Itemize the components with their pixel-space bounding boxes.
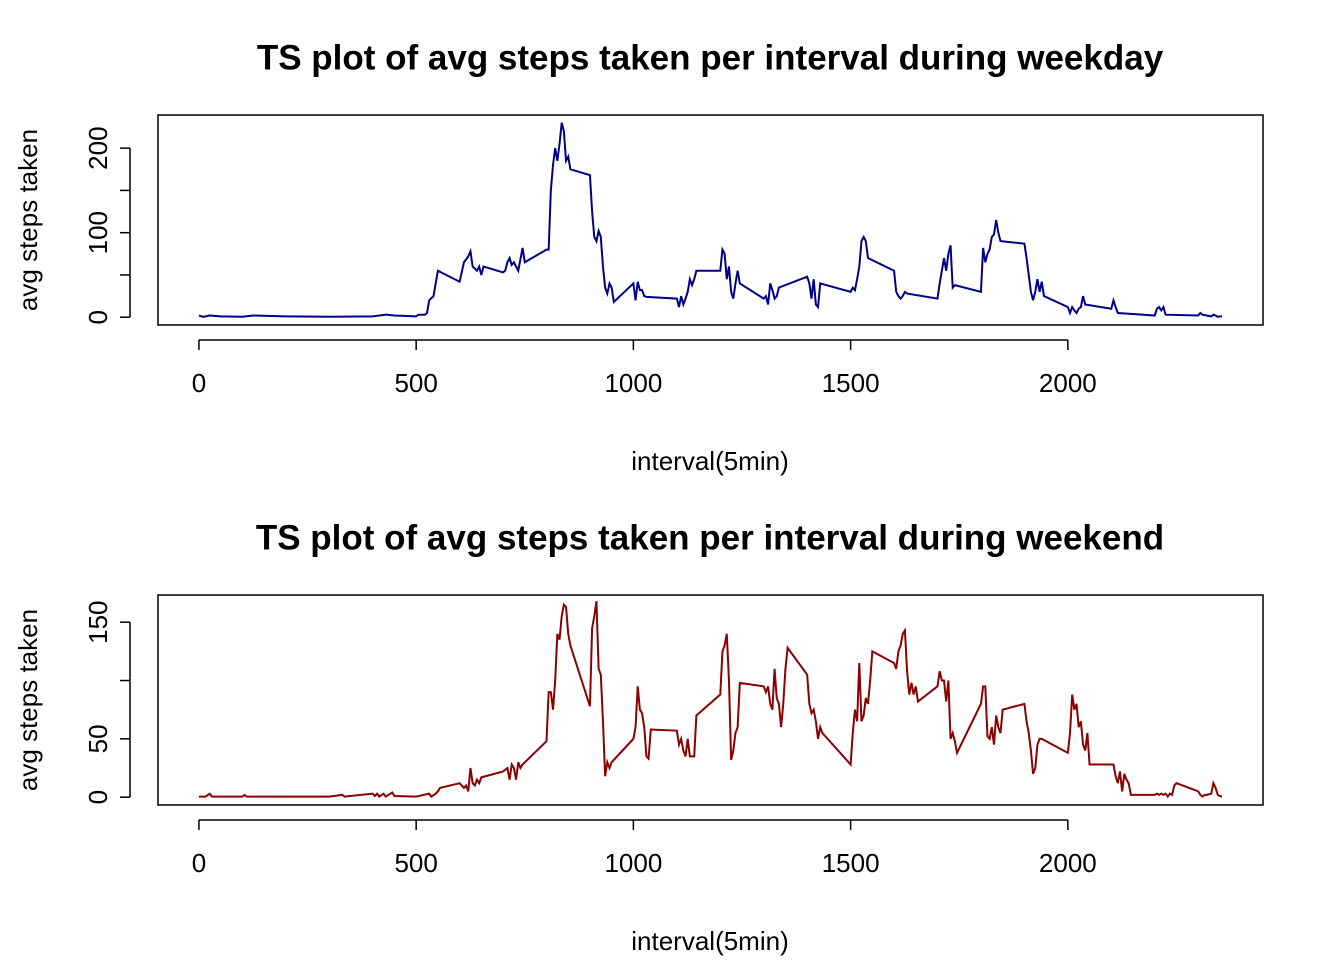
plot-frame bbox=[157, 594, 1264, 806]
chart-title: TS plot of avg steps taken per interval … bbox=[257, 38, 1164, 77]
x-tick-label: 0 bbox=[192, 368, 206, 398]
y-tick-label: 0 bbox=[83, 310, 113, 324]
data-line bbox=[198, 122, 1223, 318]
y-tick-label: 150 bbox=[83, 600, 113, 643]
x-tick-label: 500 bbox=[394, 368, 437, 398]
x-axis-label: interval(5min) bbox=[631, 926, 789, 956]
y-axis-label: avg steps taken bbox=[13, 129, 43, 311]
x-tick-label: 0 bbox=[192, 848, 206, 878]
x-tick-label: 1500 bbox=[822, 368, 880, 398]
y-tick-label: 200 bbox=[83, 126, 113, 169]
x-tick-label: 1000 bbox=[604, 848, 662, 878]
x-tick-label: 1500 bbox=[822, 848, 880, 878]
x-tick-label: 2000 bbox=[1039, 848, 1097, 878]
x-axis-label: interval(5min) bbox=[631, 446, 789, 476]
y-tick-label: 0 bbox=[83, 790, 113, 804]
x-tick-label: 2000 bbox=[1039, 368, 1097, 398]
y-tick-label: 100 bbox=[83, 211, 113, 254]
x-tick-label: 1000 bbox=[604, 368, 662, 398]
y-axis-label: avg steps taken bbox=[13, 609, 43, 791]
x-tick-label: 500 bbox=[394, 848, 437, 878]
plot-frame bbox=[157, 114, 1264, 326]
y-tick-label: 50 bbox=[83, 724, 113, 753]
chart-title: TS plot of avg steps taken per interval … bbox=[256, 518, 1164, 557]
data-line bbox=[198, 601, 1223, 799]
